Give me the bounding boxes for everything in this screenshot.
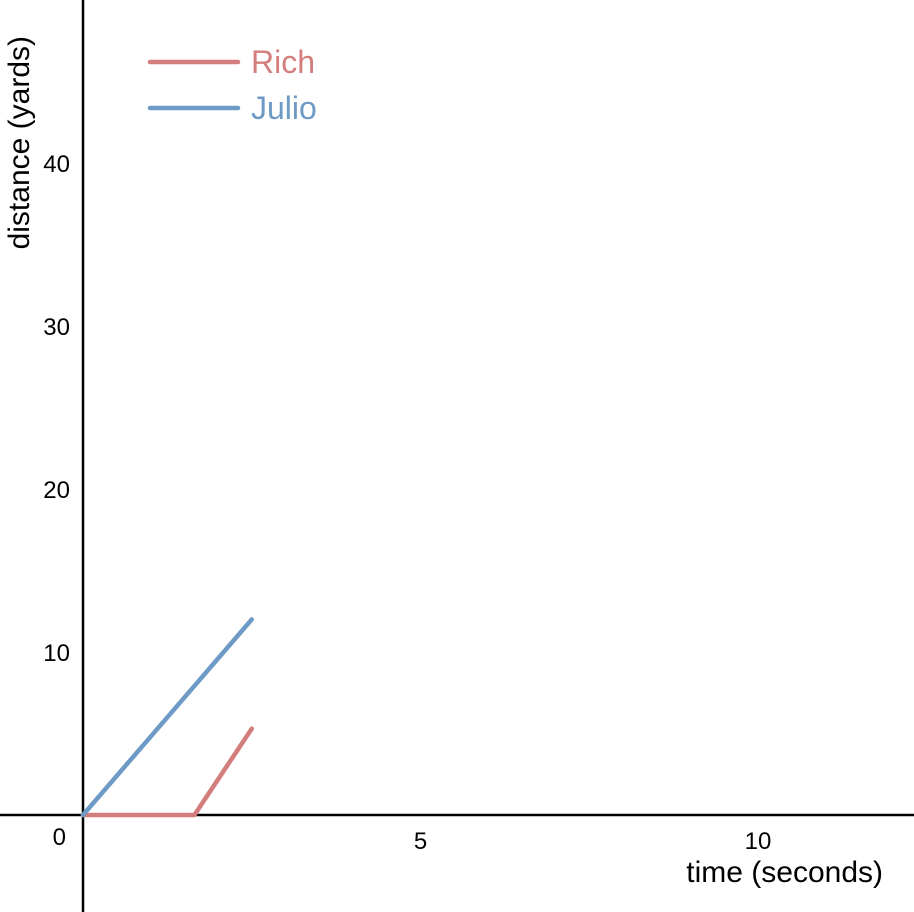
series-layer: [80, 617, 255, 818]
y-tick-labels: 0 10 20 30 40: [43, 151, 70, 851]
y-tick-label: 30: [43, 314, 70, 341]
series-line-rich: [80, 726, 255, 818]
x-axis-title: time (seconds): [686, 856, 883, 889]
y-tick-label: 10: [43, 640, 70, 667]
x-tick-labels: 5 10: [414, 828, 772, 855]
x-tick-label: 10: [745, 828, 772, 855]
legend-label-julio: Julio: [251, 90, 317, 126]
x-tick-label: 5: [414, 828, 427, 855]
y-tick-label: 0: [53, 824, 66, 851]
legend-label-rich: Rich: [251, 44, 315, 80]
legend: Rich Julio: [147, 44, 317, 126]
y-axis-title: distance (yards): [3, 36, 36, 249]
series-line-julio: [80, 617, 255, 818]
y-tick-label: 20: [43, 477, 70, 504]
y-tick-label: 40: [43, 151, 70, 178]
